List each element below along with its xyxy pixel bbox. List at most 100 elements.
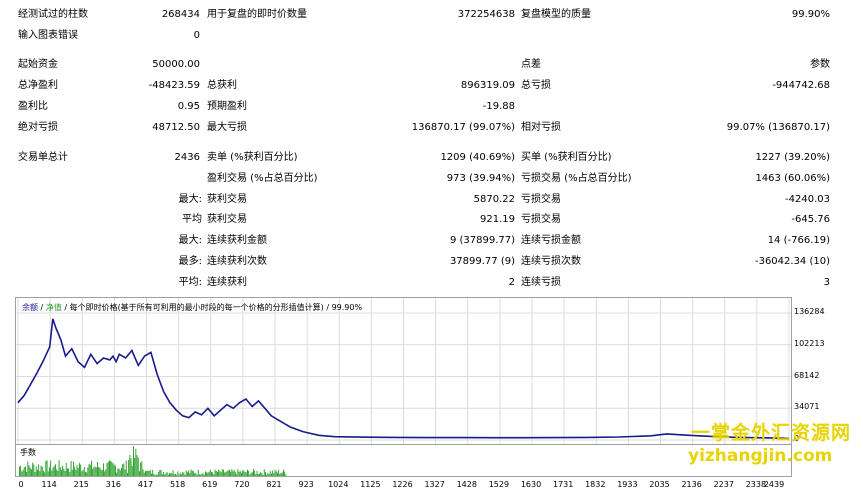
x-tick-label: 2338 bbox=[745, 480, 767, 489]
volume-bar bbox=[83, 467, 85, 476]
volume-bar bbox=[146, 470, 148, 476]
x-tick-label: 821 bbox=[266, 480, 282, 489]
label-average-loss-trade: 亏损交易 bbox=[521, 214, 561, 225]
label-max-consecutive-wins: 连续获利金额 bbox=[207, 235, 267, 246]
x-tick-label: 720 bbox=[234, 480, 250, 489]
volume-bar bbox=[88, 464, 90, 476]
qualifier-average: 平均 bbox=[182, 214, 202, 225]
volume-bar bbox=[107, 461, 109, 476]
volume-bar bbox=[45, 460, 47, 476]
value-average-consecutive-wins: 2 bbox=[508, 277, 515, 288]
volume-bar bbox=[201, 473, 203, 476]
volume-bar bbox=[122, 464, 124, 476]
label-max-consecutive-losses: 连续亏损金额 bbox=[521, 235, 581, 246]
x-tick-label: 1731 bbox=[552, 480, 574, 489]
volume-bar bbox=[159, 470, 161, 476]
volume-bar bbox=[169, 472, 170, 476]
volume-bar bbox=[242, 470, 244, 476]
volume-bar bbox=[86, 472, 88, 476]
volume-bar bbox=[53, 465, 55, 476]
value-largest-loss-trade: -4240.03 bbox=[785, 194, 830, 205]
volume-bar bbox=[154, 474, 156, 476]
volume-bar bbox=[269, 471, 271, 476]
chart-legend: 余额 / 净值 / 每个即时价格(基于所有可利用的最小时段的每一个价格的分形插值… bbox=[22, 303, 363, 312]
volume-bar bbox=[47, 471, 49, 476]
volume-bar bbox=[133, 446, 134, 476]
label-expected-payoff: 预期盈利 bbox=[207, 101, 247, 112]
volume-bar bbox=[113, 464, 115, 476]
volume-bar bbox=[157, 474, 158, 476]
volume-bar bbox=[50, 460, 52, 476]
volume-bar bbox=[241, 472, 242, 476]
volume-bar bbox=[149, 469, 151, 476]
volume-bar bbox=[249, 474, 251, 476]
y-tick-label: 0 bbox=[794, 434, 800, 443]
volume-bar bbox=[116, 472, 118, 476]
volume-bar bbox=[123, 463, 125, 476]
volume-bar bbox=[130, 458, 132, 476]
volume-bar bbox=[76, 465, 78, 476]
legend-balance: 余额 bbox=[22, 303, 38, 312]
volume-bar bbox=[59, 467, 61, 476]
volume-bar bbox=[279, 473, 281, 476]
qualifier-maximal: 最多: bbox=[178, 256, 202, 267]
value-bars-tested: 268434 bbox=[161, 9, 200, 20]
volume-bar bbox=[236, 474, 238, 476]
volume-bar bbox=[170, 473, 172, 476]
volume-bar bbox=[205, 471, 206, 476]
value-average-loss-trade: -645.76 bbox=[791, 214, 830, 225]
label-long-positions: 买单 (%获利百分比) bbox=[521, 152, 612, 163]
volume-bar bbox=[248, 470, 250, 476]
volume-bars bbox=[19, 446, 287, 476]
x-tick-label: 923 bbox=[298, 480, 314, 489]
volume-bar bbox=[55, 464, 56, 476]
y-tick-label: 136284 bbox=[794, 307, 825, 316]
volume-bar bbox=[167, 474, 169, 476]
x-tick-label: 1428 bbox=[456, 480, 477, 489]
volume-bar bbox=[20, 465, 22, 476]
volume-bar bbox=[110, 461, 112, 476]
volume-bar bbox=[65, 463, 67, 476]
volume-bar bbox=[278, 470, 280, 476]
volume-bar bbox=[80, 464, 82, 476]
volume-bar bbox=[134, 458, 136, 476]
volume-bar bbox=[257, 474, 259, 476]
label-average-profit-trade: 获利交易 bbox=[207, 214, 247, 225]
volume-bar bbox=[281, 472, 283, 476]
value-average-consecutive-losses: 3 bbox=[823, 277, 830, 288]
qualifier-average-consecutive: 平均: bbox=[178, 277, 202, 288]
label-modelling-quality: 复盘模型的质量 bbox=[521, 9, 591, 20]
volume-bar bbox=[202, 473, 204, 476]
x-tick-label: 2136 bbox=[681, 480, 702, 489]
volume-bar bbox=[220, 472, 222, 476]
volume-bar bbox=[255, 474, 257, 476]
volume-bar bbox=[62, 465, 64, 476]
label-spread: 点差 bbox=[521, 59, 541, 70]
volume-bar bbox=[183, 472, 185, 476]
volume-bar bbox=[73, 461, 74, 476]
volume-bar bbox=[199, 474, 200, 476]
volume-bar bbox=[112, 463, 114, 476]
volume-bar bbox=[77, 467, 79, 476]
volume-bar bbox=[163, 472, 164, 476]
volume-bar bbox=[272, 470, 274, 476]
volume-bar bbox=[63, 468, 65, 476]
label-total-trades: 交易单总计 bbox=[18, 152, 68, 163]
balance-line bbox=[17, 318, 790, 440]
value-loss-trades: 1463 (60.06%) bbox=[755, 173, 830, 184]
volume-bar bbox=[52, 467, 54, 476]
legend-description: / 每个即时价格(基于所有可利用的最小时段的每一个价格的分形插值计算) / 99… bbox=[64, 303, 363, 312]
volume-bar bbox=[226, 470, 228, 476]
volume-bar bbox=[280, 472, 282, 476]
volume-bar bbox=[71, 469, 73, 476]
volume-bar bbox=[152, 470, 154, 476]
volume-bar bbox=[232, 471, 234, 476]
volume-bar bbox=[184, 474, 186, 476]
volume-bar bbox=[271, 473, 272, 476]
volume-bar bbox=[32, 462, 34, 476]
volume-bar bbox=[124, 469, 126, 476]
volume-bar bbox=[33, 464, 35, 476]
volume-bar bbox=[89, 464, 91, 476]
label-initial-deposit: 起始资金 bbox=[18, 59, 58, 70]
volume-bar bbox=[203, 474, 205, 476]
